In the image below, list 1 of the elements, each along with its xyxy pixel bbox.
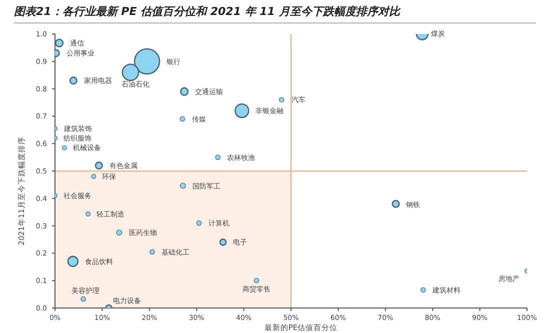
- chart-title: 图表21：各行业最新 PE 估值百分位和 2021 年 11 月至今下跌幅度排序对比: [14, 5, 401, 18]
